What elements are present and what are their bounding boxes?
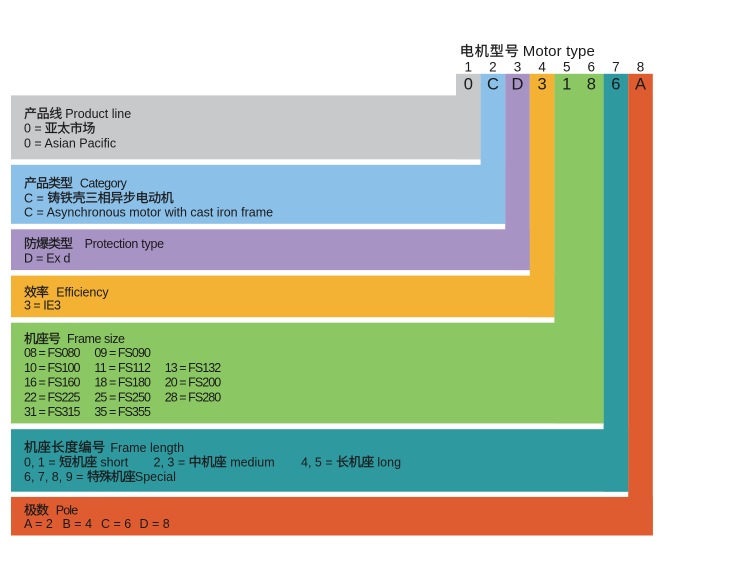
- svg-text:13 = FS132: 13 = FS132: [165, 361, 222, 375]
- svg-text:A = 2: A = 2: [24, 517, 53, 531]
- svg-text:3 = IE3: 3 = IE3: [24, 299, 61, 313]
- svg-text:31 = FS315: 31 = FS315: [24, 405, 81, 419]
- svg-text:22 = FS225: 22 = FS225: [24, 390, 81, 404]
- svg-text:long: long: [377, 455, 401, 469]
- svg-text:C: C: [487, 75, 499, 93]
- svg-text:0, 1 =: 0, 1 =: [24, 455, 56, 469]
- svg-text:D: D: [512, 75, 524, 93]
- svg-text:medium: medium: [230, 455, 274, 469]
- svg-text:7: 7: [612, 60, 620, 75]
- svg-text:11 = FS112: 11 = FS112: [94, 361, 151, 375]
- svg-text:0: 0: [464, 75, 473, 93]
- svg-text:4: 4: [538, 60, 546, 75]
- svg-text:1: 1: [562, 75, 571, 93]
- svg-text:09 = FS090: 09 = FS090: [94, 346, 151, 360]
- svg-text:0 =: 0 =: [24, 122, 42, 136]
- svg-text:Special: Special: [135, 470, 176, 484]
- svg-text:5: 5: [563, 60, 571, 75]
- svg-text:Product line: Product line: [65, 107, 131, 121]
- svg-text:3: 3: [538, 75, 547, 93]
- svg-text:B = 4: B = 4: [63, 517, 93, 531]
- svg-text:2, 3 =: 2, 3 =: [154, 455, 186, 469]
- svg-text:D = Ex d: D = Ex d: [24, 252, 71, 266]
- svg-text:8: 8: [587, 75, 596, 93]
- svg-text:D = 8: D = 8: [140, 517, 170, 531]
- svg-text:Protection type: Protection type: [85, 237, 165, 251]
- svg-text:6: 6: [588, 60, 596, 75]
- svg-text:4, 5 =: 4, 5 =: [301, 455, 333, 469]
- svg-text:3: 3: [514, 60, 522, 75]
- svg-text:Frame length: Frame length: [110, 441, 184, 455]
- svg-text:short: short: [100, 455, 128, 469]
- svg-text:1: 1: [465, 60, 473, 75]
- svg-text:35 = FS355: 35 = FS355: [94, 405, 151, 419]
- svg-text:C = Asynchronous motor with ca: C = Asynchronous motor with cast iron fr…: [24, 206, 273, 220]
- svg-text:Frame size: Frame size: [67, 332, 125, 346]
- svg-text:0 = Asian Pacific: 0 = Asian Pacific: [24, 136, 116, 150]
- svg-text:18 = FS180: 18 = FS180: [94, 376, 151, 390]
- svg-text:Efficiency: Efficiency: [56, 286, 109, 300]
- svg-text:28 = FS280: 28 = FS280: [165, 390, 222, 404]
- svg-text:8: 8: [637, 60, 645, 75]
- svg-text:16 = FS160: 16 = FS160: [24, 376, 81, 390]
- svg-text:25 = FS250: 25 = FS250: [94, 390, 151, 404]
- svg-text:2: 2: [489, 60, 497, 75]
- svg-text:A: A: [635, 75, 646, 93]
- svg-text:Motor type: Motor type: [523, 43, 595, 60]
- svg-text:Category: Category: [80, 177, 128, 191]
- svg-text:C =: C =: [24, 191, 44, 205]
- svg-text:6: 6: [611, 75, 620, 93]
- svg-text:10 = FS100: 10 = FS100: [24, 361, 81, 375]
- svg-text:Pole: Pole: [56, 504, 79, 518]
- svg-text:20 = FS200: 20 = FS200: [165, 376, 222, 390]
- svg-text:C = 6: C = 6: [101, 517, 131, 531]
- svg-text:6, 7, 8, 9 =: 6, 7, 8, 9 =: [24, 470, 83, 484]
- svg-text:08 = FS080: 08 = FS080: [24, 346, 81, 360]
